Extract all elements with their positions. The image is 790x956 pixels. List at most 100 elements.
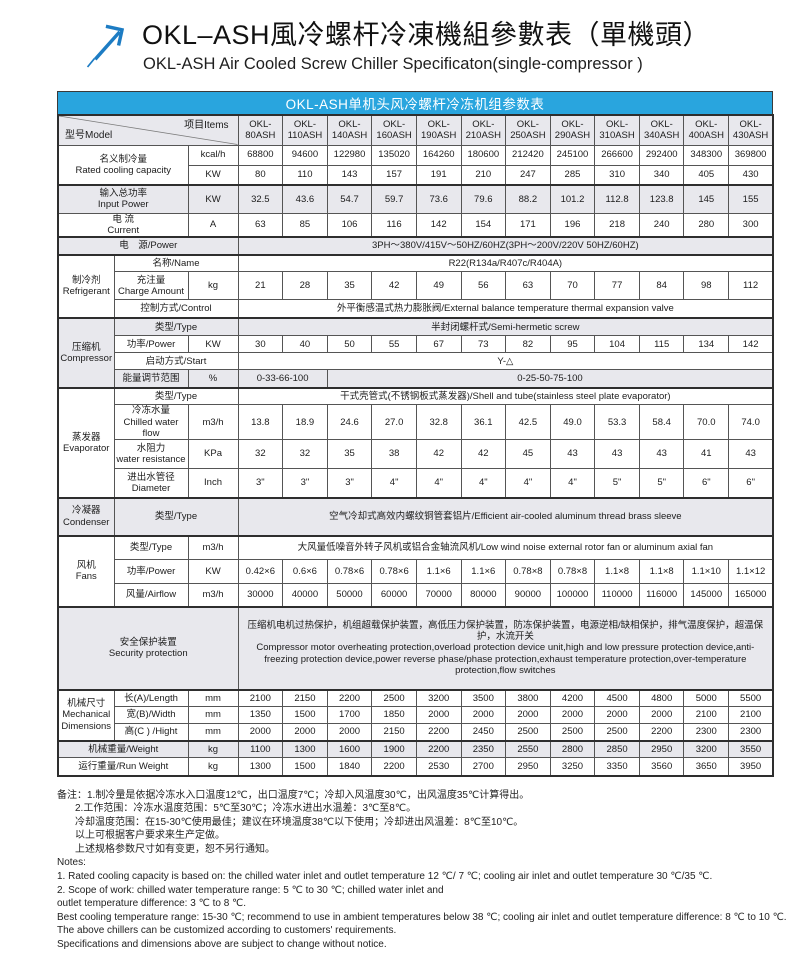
value-cell: 67	[415, 335, 462, 354]
row-rated-cooling-kw: KW 80 110 143 157 191 210 247 285 310 340 405 430	[58, 164, 774, 186]
value-cell: 5500	[728, 688, 774, 708]
unit-cell: KW	[187, 184, 239, 214]
label-rated-cooling-capacity: 名义制冷量 Rated cooling capacity	[57, 144, 189, 186]
label-pipe-diameter: 进出水管径 Diameter	[113, 468, 189, 499]
value-cell: 135020	[371, 144, 417, 166]
model-okl-80ash: OKL- 80ASH	[237, 114, 284, 146]
value-cell: 3"	[326, 468, 373, 499]
unit-cell: m3/h	[187, 583, 239, 608]
value-energy-range-large: 0-25-50-75-100	[326, 369, 774, 389]
value-cell: 1.1×8	[594, 559, 640, 585]
value-cell: 6"	[683, 468, 730, 499]
value-cell: 4"	[415, 468, 462, 499]
value-cell: 3200	[415, 688, 462, 708]
title-block: OKL–ASH風冷螺杆冷凍機組參數表（單機頭） OKL-ASH Air Cool…	[142, 13, 710, 74]
value-cell: 247	[505, 164, 551, 186]
unit-cell: KPa	[187, 439, 239, 470]
label-evaporator-type: 类型/Type	[113, 386, 239, 406]
value-cell: 79.6	[460, 184, 507, 214]
row-length: 机械尺寸 Mechanical Dimensions 长(A)/Length mm 210…	[57, 688, 774, 742]
unit-cell: %	[187, 369, 239, 389]
value-cell: 2000	[326, 723, 373, 742]
value-cell: 6"	[728, 468, 774, 499]
main-title-cn: OKL–ASH風冷螺杆冷凍機組參數表（單機頭）	[142, 20, 711, 50]
row-charge-amount: 充注量 Charge Amount kg 21 28 35 42 49 56 63 70 77 84 98…	[58, 271, 774, 301]
value-cell: 32.5	[237, 184, 284, 214]
value-cell: 171	[505, 212, 551, 238]
spec-table: 型号Model 项目Items OKL- 80ASH OKL- 110ASH OKL- 140…	[57, 114, 775, 777]
value-cell: 74.0	[728, 404, 774, 441]
value-cell: 1700	[326, 706, 373, 725]
value-cell: 180600	[460, 144, 507, 166]
value-cell: 24.6	[326, 404, 373, 441]
value-cell: 2950	[638, 739, 685, 759]
value-cell: 73.6	[415, 184, 462, 214]
value-cell: 2000	[594, 706, 640, 725]
row-airflow: 风量/Airflow m3/h 30000 40000 50000 60000 70000 8…	[58, 583, 774, 608]
notes-cn: 备注：1.制冷量是依据冷冻水入口温度12℃，出口温度7℃；冷却入风温度30℃，出…	[57, 789, 773, 857]
value-cell: 63	[237, 212, 284, 238]
value-cell: 53.3	[594, 404, 640, 441]
row-rated-cooling-kcal: 名义制冷量 Rated cooling capacity kcal/h 68800 94…	[57, 144, 774, 186]
value-cell: 280	[683, 212, 730, 238]
document-header: OKL–ASH風冷螺杆冷凍機組參數表（單機頭） OKL-ASH Air Cool…	[0, 0, 790, 74]
value-cell: 2100	[683, 706, 730, 725]
value-cell: 157	[371, 164, 417, 186]
value-cell: 85	[282, 212, 328, 238]
unit-cell: kg	[187, 271, 239, 301]
value-cell: 2200	[326, 688, 373, 708]
unit-cell: KW	[187, 164, 239, 186]
value-cell: 285	[549, 164, 596, 186]
value-cell: 123.8	[638, 184, 685, 214]
value-cell: 2500	[371, 688, 417, 708]
value-cell: 0.42×6	[237, 559, 284, 585]
value-cell: 2200	[371, 757, 417, 777]
model-okl-160ash: OKL- 160ASH	[371, 114, 417, 146]
label-start-mode: 启动方式/Start	[113, 352, 239, 371]
value-cell: 63	[505, 271, 551, 301]
label-control: 控制方式/Control	[113, 299, 239, 319]
value-cell: 2000	[638, 706, 685, 725]
value-control: 外平衡感温式热力膨胀阀/External balance temperature…	[237, 299, 774, 319]
diagonal-divider	[59, 116, 238, 145]
value-cell: 27.0	[371, 404, 417, 441]
value-cell: 58.4	[638, 404, 685, 441]
value-cell: 3800	[505, 688, 551, 708]
value-cell: 2550	[505, 739, 551, 759]
value-condenser-type: 空气冷却式高效内螺纹铜管套铝片/Efficient air-cooled alu…	[237, 496, 774, 537]
value-cell: 2000	[549, 706, 596, 725]
value-cell: 143	[326, 164, 373, 186]
label-refrigerant-name: 名称/Name	[113, 253, 239, 273]
note-line-cn: 冷却温度范围：在15-30℃使用最佳；建议在环境温度38℃以下使用；冷却进出风温…	[75, 816, 524, 828]
row-control: 控制方式/Control 外平衡感温式热力膨胀阀/External balance…	[58, 299, 774, 319]
group-fans: 风机 Fans	[57, 534, 115, 608]
value-cell: 2000	[505, 706, 551, 725]
value-cell: 77	[594, 271, 640, 301]
value-cell: 3950	[728, 757, 774, 777]
value-cell: 0.78×6	[371, 559, 417, 585]
value-cell: 1.1×6	[415, 559, 462, 585]
value-cell: 55	[371, 335, 417, 354]
row-evaporator-type: 蒸发器 Evaporator 类型/Type 干式壳管式(不锈钢板式蒸发器)/Shel…	[57, 386, 774, 499]
row-chilled-water-flow: 冷冻水量 Chilled water flow m3/h 13.8 18.9 24.6 27…	[58, 404, 774, 441]
value-cell: 98	[683, 271, 730, 301]
value-cell: 2300	[728, 723, 774, 742]
row-pipe-diameter: 进出水管径 Diameter Inch 3" 3" 3" 4" 4" 4" 4" 4" 5" 5" 6" 6…	[58, 468, 774, 499]
label-weight: 机械重量/Weight	[57, 739, 189, 759]
row-input-power: 输入总功率 Input Power KW 32.5 43.6 54.7 59.7 73.6 79…	[57, 184, 774, 214]
row-model-header: 型号Model 项目Items OKL- 80ASH OKL- 110ASH OKL- 140…	[57, 114, 774, 146]
value-cell: 106	[326, 212, 373, 238]
label-airflow: 风量/Airflow	[113, 583, 189, 608]
value-cell: 54.7	[326, 184, 373, 214]
value-cell: 3"	[282, 468, 328, 499]
note-line-cn: 备注：1.制冷量是依据冷冻水入口温度12℃，出口温度7℃；冷却入风温度30℃，出…	[57, 789, 530, 801]
value-cell: 59.7	[371, 184, 417, 214]
value-cell: 2450	[460, 723, 507, 742]
value-cell: 5000	[683, 688, 730, 708]
unit-cell: mm	[187, 706, 239, 725]
value-cell: 154	[460, 212, 507, 238]
value-cell: 4200	[549, 688, 596, 708]
row-energy-range: 能量调节范围% 0-33-66-100 0-25-50-75-100	[58, 369, 774, 389]
value-cell: 32.8	[415, 404, 462, 441]
value-cell: 32	[237, 439, 284, 470]
